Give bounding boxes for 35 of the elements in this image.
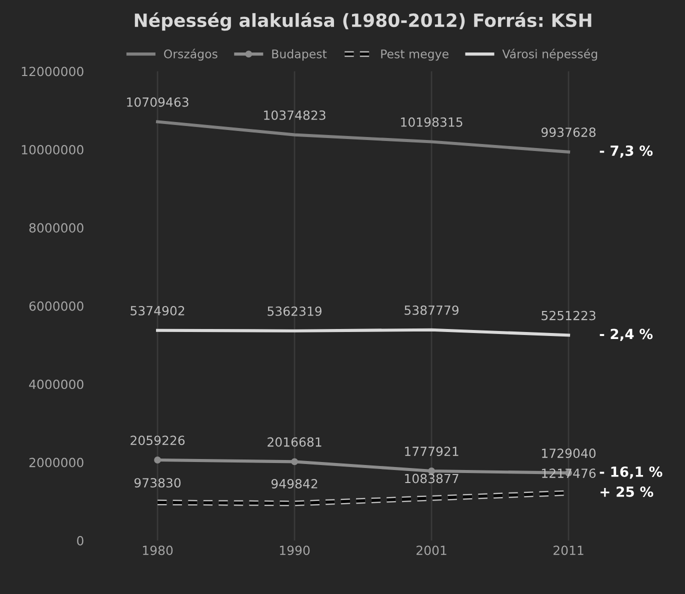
data-label: 5387779	[404, 305, 459, 315]
data-label: 10709463	[127, 97, 188, 107]
y-tick-label: 12000000	[22, 66, 84, 76]
data-label: 5251223	[542, 310, 596, 320]
data-label: 949842	[271, 479, 318, 488]
y-tick-label: 8000000	[29, 223, 84, 233]
annotation: - 2,4 %	[600, 328, 653, 341]
legend-label: Országos	[164, 48, 218, 61]
x-tick-label: 1990	[280, 546, 310, 556]
chart-title: Népesség alakulása (1980-2012) Forrás: KSH	[134, 12, 592, 31]
data-label: 1729040	[542, 448, 596, 458]
data-label: 5362319	[268, 306, 322, 316]
data-label: 5374902	[130, 306, 184, 316]
y-tick-label: 10000000	[22, 144, 84, 154]
data-label: 973830	[134, 478, 181, 488]
x-tick-label: 2011	[554, 546, 584, 556]
data-label: 10198315	[401, 117, 462, 127]
data-label: 2016681	[268, 437, 322, 447]
data-label: 1083877	[405, 474, 458, 484]
annotation: - 7,3 %	[600, 145, 653, 158]
y-tick-label: 4000000	[29, 380, 84, 390]
data-label: 2059226	[130, 436, 185, 446]
y-tick-label: 2000000	[29, 458, 84, 468]
legend-label: Pest megye	[381, 50, 448, 61]
legend-label: Budapest	[272, 49, 327, 61]
annotation: - 16,1 %	[600, 466, 662, 479]
x-tick-label: 1980	[143, 546, 173, 556]
annotation: + 25 %	[600, 486, 654, 497]
x-tick-label: 2001	[416, 546, 446, 556]
data-label: 10374823	[264, 110, 326, 120]
y-tick-label: 0	[77, 536, 84, 546]
data-label: 1777921	[405, 446, 458, 456]
data-label: 9937628	[542, 128, 596, 138]
y-tick-label: 6000000	[29, 301, 84, 311]
legend-label: Városi népesség	[502, 48, 598, 61]
